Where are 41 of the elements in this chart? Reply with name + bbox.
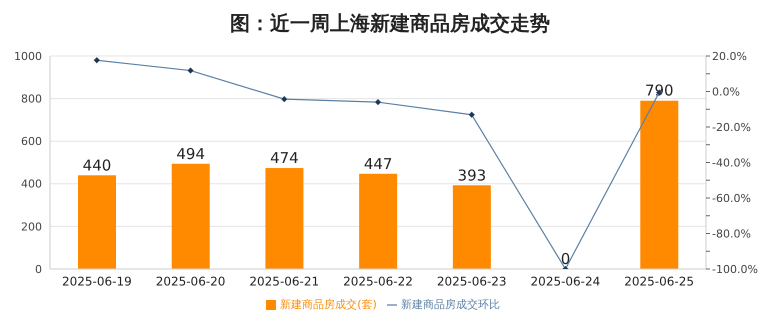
y2-tick-label: 20.0% [712, 50, 747, 63]
x-tick-label: 2025-06-20 [156, 274, 226, 289]
y2-tick-label: -20.0% [712, 120, 751, 134]
bar [265, 168, 304, 269]
x-tick-label: 2025-06-19 [62, 274, 132, 289]
y-tick-label: 200 [21, 220, 42, 234]
data-label: 494 [176, 144, 206, 163]
y2-tick-label: -80.0% [712, 227, 751, 240]
data-label: 0 [560, 250, 570, 268]
point [374, 98, 382, 106]
y2-tick-label: -60.0% [712, 192, 751, 205]
point [94, 57, 100, 64]
y-tick-label: 0 [35, 262, 42, 276]
y-tick-label: 1000 [14, 50, 42, 63]
point [468, 112, 475, 118]
data-label: 393 [458, 166, 486, 184]
data-label: 790 [644, 82, 674, 100]
y2-tick-label: -100.0% [712, 262, 758, 276]
data-label: 440 [82, 156, 112, 174]
x-tick-label: 2025-06-24 [530, 274, 600, 289]
x-tick-label: 2025-06-22 [343, 274, 413, 289]
bar [359, 174, 398, 269]
point [187, 67, 194, 74]
x-tick-label: 2025-06-23 [436, 274, 507, 289]
bar [640, 100, 678, 269]
bar [452, 185, 491, 269]
bar [172, 164, 210, 269]
y-tick-label: 800 [21, 92, 42, 106]
x-tick-label: 2025-06-21 [249, 274, 320, 289]
point [281, 96, 288, 102]
bar [78, 175, 116, 269]
chart-title: 图：近一周上海新建商品房成交走势 [229, 10, 551, 37]
y2-tick-label: 0.0% [712, 85, 740, 98]
legend-label: 新建商品房成交(套) [280, 298, 377, 311]
legend-label: 新建商品房成交环比 [400, 298, 500, 311]
x-tick-label: 2025-06-25 [624, 274, 694, 289]
data-label: 447 [364, 154, 392, 173]
y-tick-label: 400 [21, 178, 42, 191]
y2-tick-label: -40.0% [712, 156, 751, 170]
y-tick-label: 600 [21, 135, 42, 148]
data-label: 474 [270, 149, 299, 168]
